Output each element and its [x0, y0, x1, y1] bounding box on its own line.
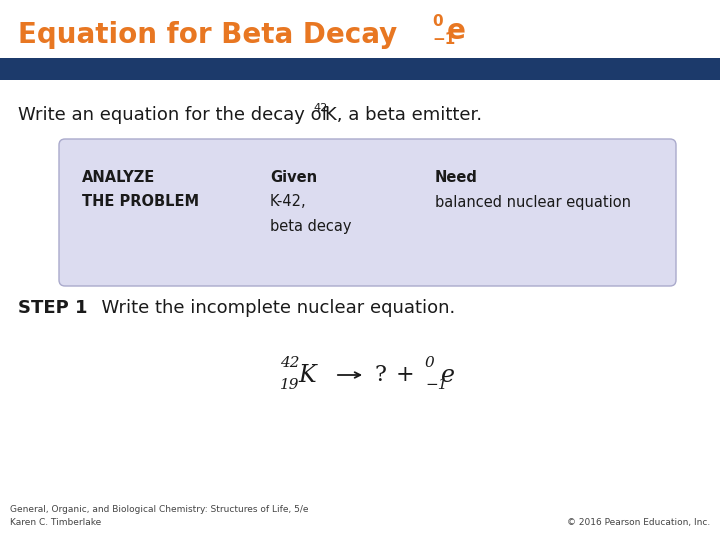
Text: ANALYZE: ANALYZE [82, 171, 156, 186]
Text: © 2016 Pearson Education, Inc.: © 2016 Pearson Education, Inc. [567, 518, 710, 527]
Text: 0: 0 [425, 356, 435, 370]
Text: 0: 0 [432, 15, 443, 30]
FancyBboxPatch shape [59, 139, 676, 286]
Text: Need: Need [435, 171, 478, 186]
Text: STEP 1: STEP 1 [18, 299, 88, 317]
Text: −1: −1 [425, 378, 448, 392]
Text: balanced nuclear equation: balanced nuclear equation [435, 194, 631, 210]
Text: e: e [447, 17, 466, 45]
Text: General, Organic, and Biological Chemistry: Structures of Life, 5/e
Karen C. Tim: General, Organic, and Biological Chemist… [10, 505, 308, 527]
Text: −1: −1 [432, 32, 455, 48]
Text: Write an equation for the decay of: Write an equation for the decay of [18, 106, 333, 124]
Text: K, a beta emitter.: K, a beta emitter. [325, 106, 482, 124]
Text: beta decay: beta decay [270, 219, 351, 233]
Text: THE PROBLEM: THE PROBLEM [82, 194, 199, 210]
Text: 42: 42 [280, 356, 300, 370]
Text: +: + [396, 364, 414, 386]
Text: Given: Given [270, 171, 317, 186]
Text: 42: 42 [313, 103, 328, 113]
Text: K: K [298, 363, 315, 387]
Polygon shape [0, 58, 720, 80]
Text: ?: ? [374, 364, 386, 386]
Text: e: e [441, 363, 455, 387]
Text: Write the incomplete nuclear equation.: Write the incomplete nuclear equation. [90, 299, 455, 317]
Text: K-42,: K-42, [270, 194, 307, 210]
Text: 19: 19 [280, 378, 300, 392]
Text: Equation for Beta Decay: Equation for Beta Decay [18, 21, 407, 49]
